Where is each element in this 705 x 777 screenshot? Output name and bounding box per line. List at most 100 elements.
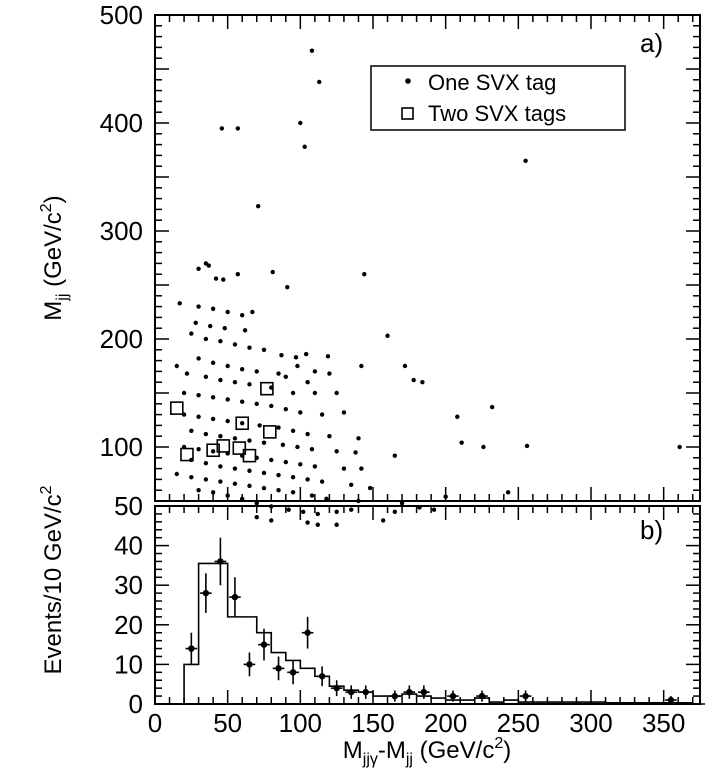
two-svx-point bbox=[232, 441, 247, 455]
legend: One SVX tag Two SVX tags bbox=[370, 65, 626, 131]
xlabel-a-sub: jjγ bbox=[362, 751, 378, 768]
one-svx-point bbox=[367, 485, 373, 491]
b-ylabel: Events/10 GeV/c bbox=[40, 494, 67, 674]
b-xtick-label: 200 bbox=[424, 708, 467, 738]
xlabel-close: ) bbox=[503, 737, 511, 764]
one-svx-point bbox=[225, 418, 230, 424]
one-svx-point bbox=[203, 336, 209, 342]
one-svx-point bbox=[219, 126, 225, 131]
one-svx-point bbox=[380, 518, 386, 523]
one-svx-point bbox=[210, 416, 216, 422]
data-point bbox=[420, 688, 428, 696]
two-svx-point bbox=[206, 443, 220, 458]
one-svx-point bbox=[196, 446, 201, 452]
two-svx-point bbox=[180, 447, 194, 462]
two-svx-point bbox=[216, 439, 231, 453]
one-svx-point bbox=[261, 470, 267, 476]
one-svx-point bbox=[309, 493, 315, 498]
one-svx-point bbox=[240, 313, 245, 318]
one-svx-point bbox=[305, 477, 310, 482]
one-svx-point bbox=[290, 428, 296, 433]
data-point bbox=[318, 673, 326, 680]
one-svx-point bbox=[334, 390, 339, 396]
one-svx-point bbox=[392, 453, 397, 458]
one-svx-point bbox=[189, 331, 194, 336]
one-svx-point bbox=[334, 509, 339, 514]
one-svx-point bbox=[359, 363, 364, 369]
data-point bbox=[260, 641, 268, 648]
one-svx-point bbox=[341, 466, 347, 471]
one-svx-point bbox=[240, 367, 245, 372]
one-svx-point bbox=[222, 326, 227, 331]
one-svx-point bbox=[261, 485, 267, 491]
one-svx-point bbox=[208, 323, 213, 329]
b-ytick-label: 30 bbox=[114, 570, 143, 600]
panel-b-x-tick-labels: 0 50 100 150 200 250 300 350 bbox=[148, 708, 686, 738]
one-svx-point bbox=[290, 390, 296, 396]
one-svx-point bbox=[203, 461, 209, 466]
one-svx-point bbox=[261, 440, 267, 445]
one-svx-point bbox=[677, 444, 682, 450]
a-ytick-label: 200 bbox=[100, 324, 143, 354]
a-ytick-label: 300 bbox=[100, 216, 143, 246]
one-svx-point bbox=[302, 144, 307, 149]
one-svx-point bbox=[455, 414, 460, 419]
one-svx-point bbox=[524, 443, 530, 449]
one-svx-point bbox=[481, 444, 486, 450]
ylabel-close: ) bbox=[40, 195, 67, 203]
one-svx-point bbox=[177, 301, 182, 306]
one-svx-point bbox=[305, 520, 310, 525]
one-svx-point bbox=[325, 354, 331, 359]
one-svx-point bbox=[235, 272, 241, 277]
one-svx-point bbox=[312, 390, 318, 396]
one-svx-point bbox=[276, 371, 281, 376]
one-svx-point bbox=[309, 48, 315, 53]
one-svx-point bbox=[210, 360, 216, 365]
one-svx-point bbox=[225, 493, 230, 498]
one-svx-point bbox=[443, 494, 448, 499]
one-svx-point bbox=[218, 464, 223, 469]
one-svx-point bbox=[349, 482, 354, 487]
one-svx-point bbox=[196, 392, 201, 398]
one-svx-point bbox=[210, 449, 216, 454]
data-point bbox=[202, 589, 210, 597]
one-svx-point bbox=[312, 464, 318, 469]
one-svx-point bbox=[290, 475, 296, 480]
histogram-line bbox=[155, 562, 705, 705]
one-svx-point bbox=[225, 397, 230, 402]
b-ylabel-sup: 2 bbox=[38, 485, 55, 494]
panel-a-y-axis-title: Mjj (GeV/c2) bbox=[38, 195, 71, 320]
one-svx-point bbox=[232, 436, 238, 441]
data-point bbox=[449, 692, 457, 700]
data-point bbox=[231, 593, 239, 601]
one-svx-point bbox=[356, 436, 361, 441]
data-point bbox=[362, 688, 369, 696]
xlabel-unit: (GeV/c bbox=[413, 737, 494, 764]
legend-label-one-svx: One SVX tag bbox=[428, 70, 556, 95]
data-point bbox=[289, 669, 297, 676]
one-svx-point bbox=[247, 468, 252, 473]
panel-b-y-axis-title: Events/10 GeV/c2 bbox=[38, 485, 67, 674]
one-svx-point bbox=[327, 434, 332, 439]
one-svx-point bbox=[392, 509, 397, 514]
one-svx-point bbox=[269, 457, 274, 463]
legend-marker-one-svx bbox=[405, 78, 411, 84]
one-svx-point bbox=[279, 353, 284, 358]
one-svx-point bbox=[174, 471, 179, 477]
one-svx-point bbox=[270, 269, 275, 275]
one-svx-point bbox=[218, 377, 223, 383]
one-svx-point bbox=[353, 450, 358, 455]
one-svx-point bbox=[276, 425, 281, 430]
one-svx-point bbox=[193, 320, 198, 325]
one-svx-point bbox=[431, 507, 437, 512]
one-svx-point bbox=[315, 522, 320, 527]
ylabel-sup: 2 bbox=[38, 203, 55, 212]
one-svx-point bbox=[189, 475, 194, 480]
one-svx-point bbox=[286, 507, 291, 512]
one-svx-point bbox=[221, 277, 226, 282]
xlabel-sup: 2 bbox=[494, 735, 503, 752]
one-svx-point bbox=[254, 369, 259, 374]
one-svx-point bbox=[218, 338, 223, 344]
